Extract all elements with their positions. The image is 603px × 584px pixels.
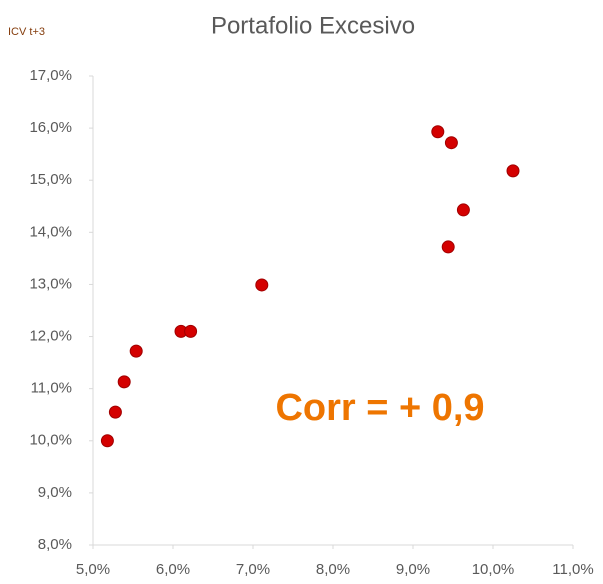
x-tick-label: 9,0% [396, 561, 430, 578]
point [255, 278, 269, 292]
y-tick-label: 10,0% [29, 432, 72, 449]
point [100, 434, 114, 448]
point [444, 136, 458, 150]
point [117, 375, 131, 389]
x-tick-label: 8,0% [316, 561, 350, 578]
y-tick-label: 13,0% [29, 275, 72, 292]
point [506, 164, 520, 178]
point [184, 324, 198, 338]
y-tick-label: 9,0% [38, 484, 72, 501]
point [456, 203, 470, 217]
point [441, 240, 455, 254]
point [108, 405, 122, 419]
x-tick-label: 10,0% [472, 561, 515, 578]
y-tick-label: 8,0% [38, 536, 72, 553]
x-tick-label: 7,0% [236, 561, 270, 578]
y-tick-label: 16,0% [29, 119, 72, 136]
y-tick-label: 12,0% [29, 328, 72, 345]
point [129, 344, 143, 358]
x-tick-label: 5,0% [76, 561, 110, 578]
y-axis-label: ICV t+3 [8, 26, 45, 38]
y-tick-label: 14,0% [29, 223, 72, 240]
y-tick-label: 11,0% [31, 380, 72, 397]
point [431, 125, 445, 139]
y-tick-label: 17,0% [29, 67, 72, 84]
x-tick-label: 11,0% [552, 561, 593, 578]
chart-title: Portafolio Excesivo [211, 12, 415, 39]
annotation: Corr = + 0,9 [275, 387, 484, 429]
x-tick-label: 6,0% [156, 561, 190, 578]
y-tick-label: 15,0% [29, 171, 72, 188]
